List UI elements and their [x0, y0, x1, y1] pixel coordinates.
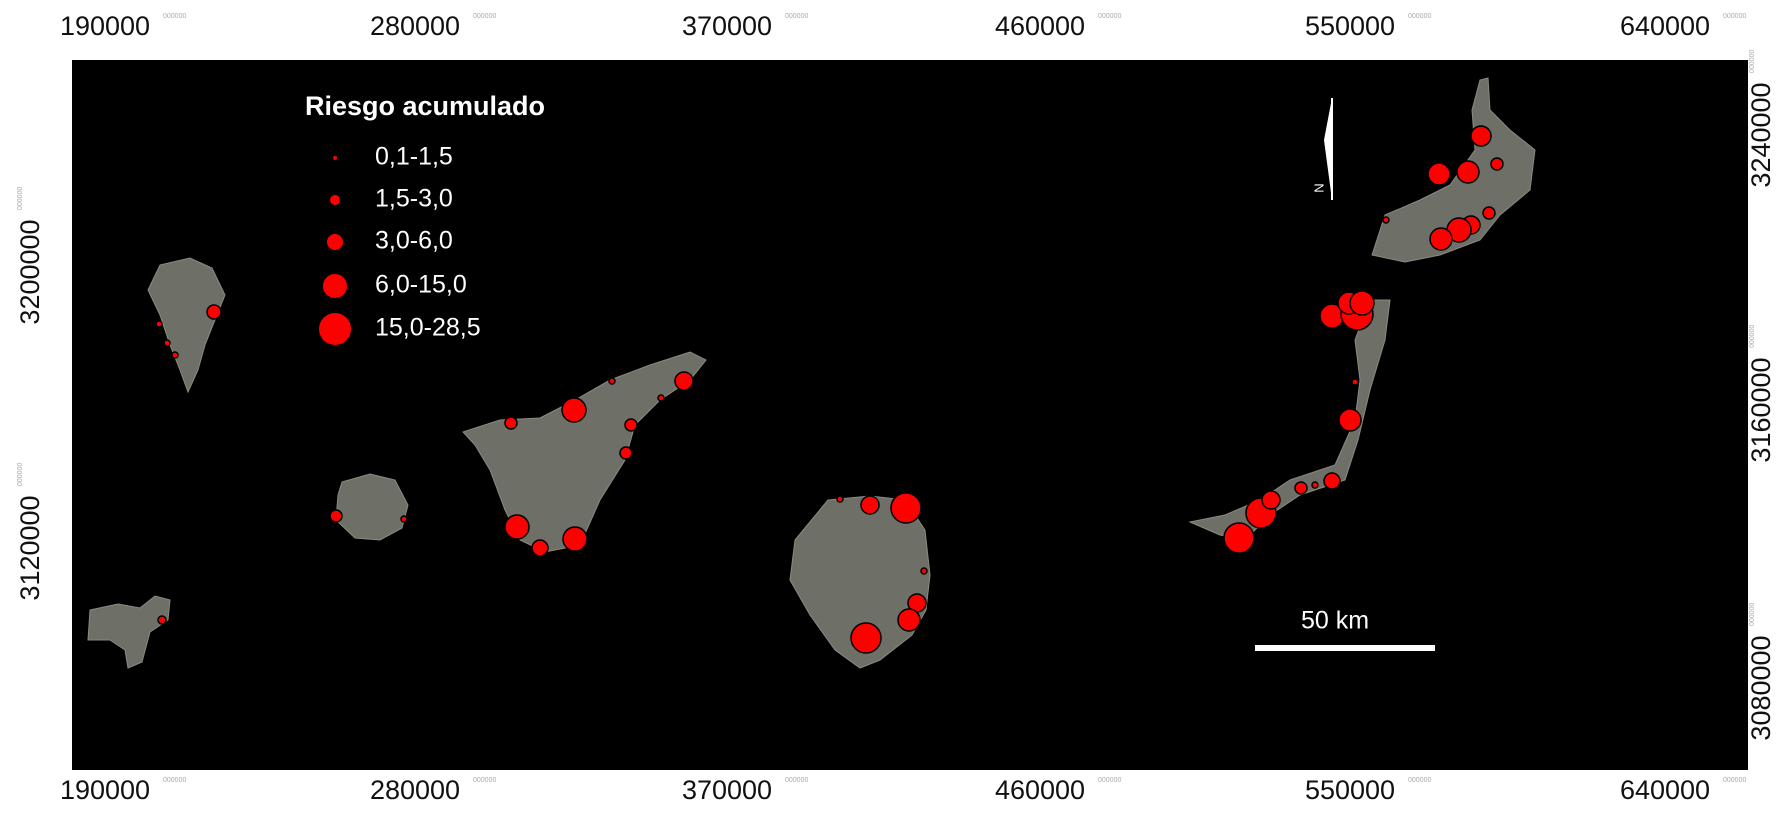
risk-point	[562, 398, 586, 422]
coord-suffix: 000000	[785, 13, 808, 20]
legend-symbol	[319, 313, 351, 345]
risk-point	[1383, 217, 1389, 223]
coord-suffix: 000000	[1098, 777, 1121, 784]
la-gomera	[336, 474, 408, 540]
risk-point	[1483, 207, 1495, 219]
y-coord-label: 3200000	[15, 219, 45, 324]
risk-point	[1471, 126, 1491, 146]
risk-point	[505, 417, 517, 429]
y-coord-label: 3120000	[15, 495, 45, 600]
coord-suffix: 000000	[17, 463, 24, 486]
risk-point	[505, 515, 529, 539]
x-coord-label: 550000	[1305, 775, 1395, 805]
x-coord-label: 190000	[60, 11, 150, 41]
risk-point	[1352, 379, 1358, 385]
coord-suffix: 000000	[473, 13, 496, 20]
risk-point	[401, 516, 407, 522]
risk-point	[1457, 161, 1479, 183]
risk-point	[851, 623, 881, 653]
legend-symbol	[323, 274, 347, 298]
risk-point	[620, 447, 632, 459]
coord-suffix: 000000	[163, 13, 186, 20]
risk-point	[207, 305, 221, 319]
x-coord-label: 190000	[60, 775, 150, 805]
coord-suffix: 000000	[1749, 325, 1756, 348]
x-coord-label: 460000	[995, 775, 1085, 805]
coord-suffix: 000000	[473, 777, 496, 784]
risk-point	[921, 568, 927, 574]
x-coord-label: 370000	[682, 11, 772, 41]
risk-point	[1350, 291, 1374, 315]
x-coord-label: 550000	[1305, 11, 1395, 41]
risk-point	[172, 352, 178, 358]
risk-point	[1491, 158, 1503, 170]
legend-label: 3,0-6,0	[375, 227, 453, 255]
coord-suffix: 000000	[1749, 603, 1756, 626]
risk-point	[658, 395, 664, 401]
risk-point	[898, 609, 920, 631]
risk-point	[625, 419, 637, 431]
map: Riesgo acumulado 0,1-1,5 1,5-3,0 3,0-6,0 6,…	[0, 0, 1778, 818]
x-coord-label: 370000	[682, 775, 772, 805]
coord-suffix: 000000	[1723, 13, 1746, 20]
risk-point	[563, 527, 587, 551]
coord-suffix: 000000	[1408, 777, 1431, 784]
coord-suffix: 000000	[1749, 50, 1756, 73]
coord-suffix: 000000	[1408, 13, 1431, 20]
y-coord-label: 3240000	[1746, 82, 1776, 187]
risk-point	[1428, 163, 1450, 185]
risk-point	[1324, 473, 1340, 489]
risk-point	[837, 496, 843, 502]
north-label: N	[1311, 183, 1326, 192]
coord-suffix: 000000	[785, 777, 808, 784]
risk-point	[1339, 409, 1361, 431]
y-coord-label: 3080000	[1746, 635, 1776, 740]
legend-label: 6,0-15,0	[375, 271, 467, 299]
risk-point	[1224, 523, 1254, 553]
legend-symbol	[327, 234, 343, 250]
risk-point	[1295, 482, 1307, 494]
risk-point	[330, 510, 342, 522]
x-coord-label: 280000	[370, 11, 460, 41]
x-coord-label: 280000	[370, 775, 460, 805]
legend-symbol	[330, 195, 340, 205]
coord-suffix: 000000	[163, 777, 186, 784]
coord-suffix: 000000	[1098, 13, 1121, 20]
risk-point	[156, 321, 162, 327]
risk-point	[1430, 228, 1452, 250]
coord-suffix: 000000	[1723, 777, 1746, 784]
risk-point	[164, 340, 170, 346]
scale-bar-label: 50 km	[1301, 607, 1369, 635]
x-coord-label: 460000	[995, 11, 1085, 41]
risk-point	[861, 496, 879, 514]
scale-bar-line	[1255, 645, 1435, 651]
x-coord-label: 640000	[1620, 775, 1710, 805]
legend-label: 15,0-28,5	[375, 314, 481, 342]
x-coord-label: 640000	[1620, 11, 1710, 41]
risk-point	[1312, 482, 1318, 488]
risk-point	[675, 372, 693, 390]
legend-label: 0,1-1,5	[375, 143, 453, 171]
risk-point	[1262, 491, 1280, 509]
risk-point	[532, 540, 548, 556]
y-coord-label: 3160000	[1746, 357, 1776, 462]
coord-suffix: 000000	[17, 187, 24, 210]
risk-point	[609, 378, 615, 384]
risk-point	[891, 493, 921, 523]
risk-point	[158, 616, 166, 624]
legend-title: Riesgo acumulado	[305, 91, 545, 121]
legend-symbol	[333, 156, 337, 160]
legend-label: 1,5-3,0	[375, 185, 453, 213]
